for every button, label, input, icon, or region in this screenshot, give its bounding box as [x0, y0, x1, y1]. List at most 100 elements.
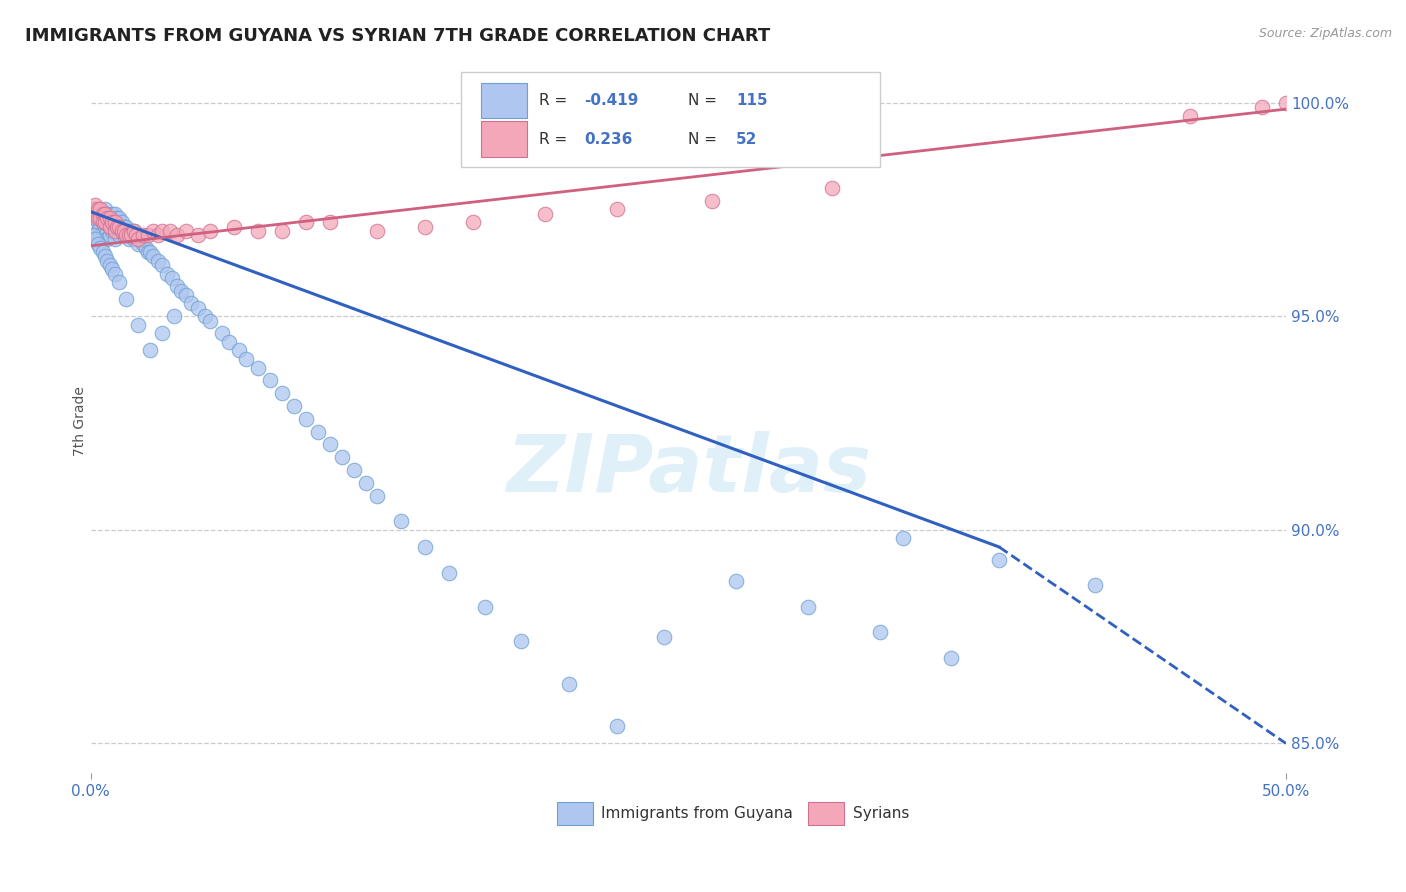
- Point: [101, 215, 124, 229]
- Point: [94, 250, 117, 264]
- Point: [89, 228, 111, 243]
- Y-axis label: 7th Grade: 7th Grade: [73, 386, 87, 456]
- Point: [174, 224, 197, 238]
- Point: [87, 211, 110, 225]
- Point: [211, 326, 233, 341]
- Point: [270, 386, 292, 401]
- Point: [84, 207, 107, 221]
- Point: [160, 270, 183, 285]
- Point: [98, 211, 121, 225]
- Point: [103, 215, 125, 229]
- Point: [94, 215, 117, 229]
- Point: [150, 224, 173, 238]
- Point: [87, 215, 110, 229]
- Point: [103, 224, 125, 238]
- Point: [111, 215, 134, 229]
- Point: [127, 318, 149, 332]
- Point: [558, 676, 581, 690]
- Point: [146, 253, 169, 268]
- Text: R =: R =: [538, 93, 572, 108]
- Point: [87, 232, 110, 246]
- Text: IMMIGRANTS FROM GUYANA VS SYRIAN 7TH GRADE CORRELATION CHART: IMMIGRANTS FROM GUYANA VS SYRIAN 7TH GRA…: [25, 27, 770, 45]
- Point: [139, 343, 162, 358]
- Point: [111, 224, 134, 238]
- Point: [156, 267, 179, 281]
- Point: [84, 211, 107, 225]
- Point: [228, 343, 250, 358]
- Text: R =: R =: [538, 131, 572, 146]
- Point: [120, 224, 142, 238]
- Text: Syrians: Syrians: [853, 806, 910, 821]
- FancyBboxPatch shape: [461, 72, 880, 167]
- Point: [87, 224, 110, 238]
- Point: [108, 219, 131, 234]
- Point: [111, 224, 134, 238]
- FancyBboxPatch shape: [481, 121, 527, 157]
- Point: [108, 228, 131, 243]
- Point: [98, 219, 121, 234]
- Point: [821, 181, 844, 195]
- Point: [89, 202, 111, 217]
- Point: [89, 211, 111, 225]
- Point: [127, 228, 149, 243]
- Point: [122, 224, 145, 238]
- Point: [101, 215, 124, 229]
- Point: [105, 219, 128, 234]
- Point: [101, 224, 124, 238]
- Point: [702, 194, 724, 208]
- Point: [87, 207, 110, 221]
- Text: Immigrants from Guyana: Immigrants from Guyana: [600, 806, 793, 821]
- Point: [108, 275, 131, 289]
- Point: [146, 228, 169, 243]
- Point: [1084, 578, 1107, 592]
- Point: [413, 219, 436, 234]
- Point: [1251, 100, 1274, 114]
- Point: [142, 250, 165, 264]
- Point: [105, 219, 128, 234]
- Point: [91, 215, 114, 229]
- Point: [606, 719, 628, 733]
- Point: [439, 566, 461, 580]
- Point: [330, 450, 353, 465]
- Point: [463, 215, 485, 229]
- Point: [198, 224, 221, 238]
- Text: Source: ZipAtlas.com: Source: ZipAtlas.com: [1258, 27, 1392, 40]
- Point: [91, 215, 114, 229]
- Point: [118, 232, 141, 246]
- Point: [318, 215, 340, 229]
- Point: [132, 236, 155, 251]
- Point: [283, 399, 305, 413]
- Text: -0.419: -0.419: [585, 93, 638, 108]
- Point: [96, 215, 118, 229]
- Text: ZIPatlas: ZIPatlas: [506, 431, 870, 509]
- Point: [101, 262, 124, 277]
- Point: [127, 232, 149, 246]
- Point: [91, 207, 114, 221]
- Point: [294, 215, 316, 229]
- Point: [869, 625, 891, 640]
- Point: [98, 219, 121, 234]
- Point: [510, 634, 533, 648]
- Point: [98, 211, 121, 225]
- Point: [129, 232, 152, 246]
- Point: [98, 258, 121, 272]
- Point: [89, 211, 111, 225]
- Point: [307, 425, 329, 439]
- Point: [218, 334, 240, 349]
- Point: [89, 241, 111, 255]
- Point: [127, 236, 149, 251]
- Point: [180, 296, 202, 310]
- Point: [115, 219, 138, 234]
- Point: [135, 241, 157, 255]
- Point: [118, 228, 141, 243]
- Point: [170, 284, 193, 298]
- Point: [108, 211, 131, 225]
- Point: [606, 202, 628, 217]
- Point: [166, 279, 188, 293]
- Point: [166, 228, 188, 243]
- Point: [125, 228, 148, 243]
- Point: [366, 489, 388, 503]
- Point: [413, 540, 436, 554]
- Text: N =: N =: [689, 131, 723, 146]
- Point: [115, 228, 138, 243]
